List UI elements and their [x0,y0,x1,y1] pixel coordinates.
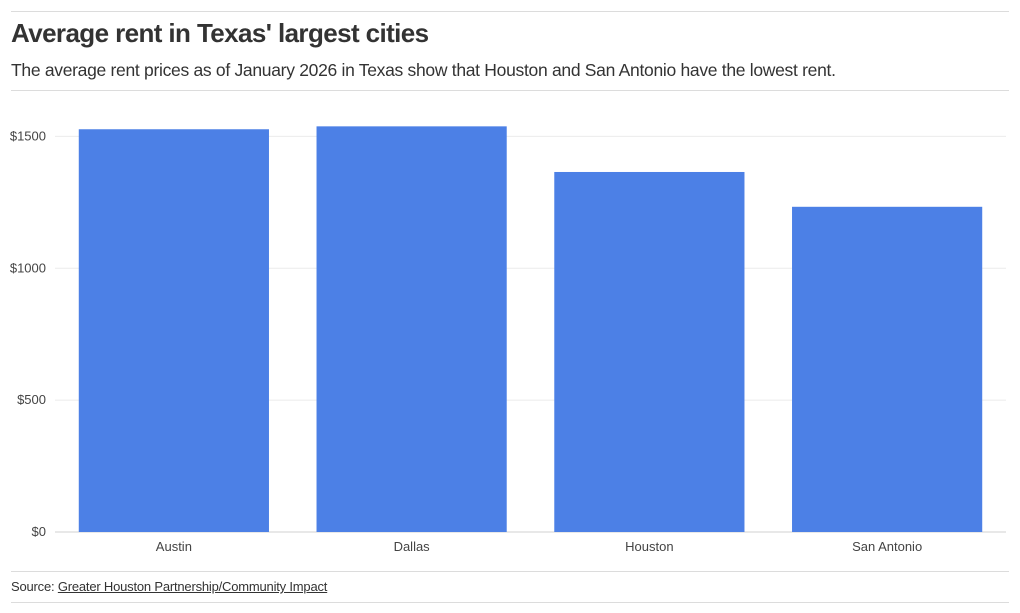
x-tick-label: Houston [625,539,673,554]
source-label: Source: [11,579,58,594]
y-axis: $0 $500 $1000 $1500 [10,128,46,539]
footer-rule [11,571,1009,572]
source-line: Source: Greater Houston Partnership/Comm… [11,579,327,594]
y-tick-label: $0 [32,524,46,539]
y-tick-label: $1000 [10,260,46,275]
source-link[interactable]: Greater Houston Partnership/Community Im… [57,579,328,594]
chart-title: Average rent in Texas' largest cities [11,18,429,48]
chart-subtitle: The average rent prices as of January 20… [11,60,836,80]
bar [554,171,745,532]
bar [78,129,269,532]
x-tick-label: Austin [156,539,192,554]
bottom-rule [11,602,1009,603]
bars [78,126,983,532]
x-axis: Austin Dallas Houston San Antonio [156,539,922,554]
bar [792,206,983,532]
x-tick-label: San Antonio [852,539,922,554]
bar [316,126,507,532]
x-tick-label: Dallas [394,539,431,554]
top-rule [11,11,1009,12]
header-rule [11,90,1009,91]
y-tick-label: $1500 [10,128,46,143]
y-tick-label: $500 [17,392,46,407]
bar-chart: $0 $500 $1000 $1500 Austin Dallas Houston San … [10,126,1006,554]
